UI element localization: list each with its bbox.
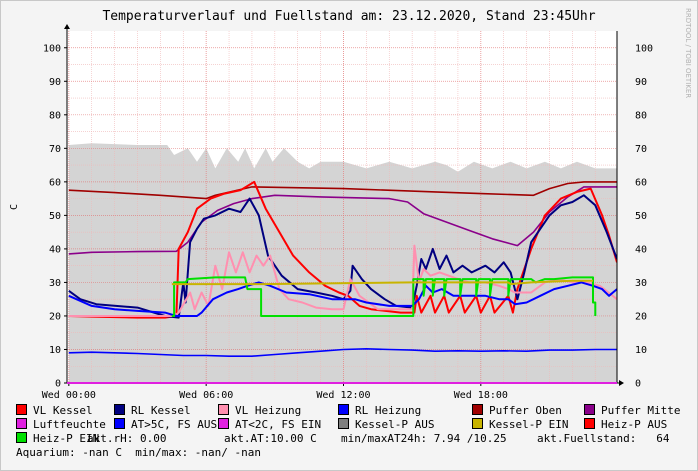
- legend-label: AT>5C, FS AUS: [131, 418, 218, 431]
- legend-swatch: [16, 418, 27, 429]
- y-tick-label-right: 100: [635, 43, 653, 54]
- y-tick-label-right: 30: [635, 278, 647, 289]
- legend-label: Heiz-P AUS: [601, 418, 668, 431]
- legend-swatch: [16, 404, 27, 415]
- y-tick-label-right: 70: [635, 144, 647, 155]
- legend-swatch: [338, 404, 349, 415]
- legend-swatch: [218, 404, 229, 415]
- legend-item: Luftfeuchte: [16, 418, 106, 431]
- y-tick-label-left: 90: [49, 77, 61, 88]
- y-axis-label: C: [9, 204, 20, 210]
- legend-item: VL Kessel: [16, 404, 93, 417]
- info-minmax: min/maxAT24h: 7.94 /10.25: [341, 432, 507, 445]
- y-tick-label-left: 100: [43, 43, 61, 54]
- legend-item: AT>5C, FS AUS: [114, 418, 217, 431]
- series-line-vl-heizung: [68, 244, 617, 317]
- info-humidity: akt.rH: 0.00: [87, 432, 167, 445]
- legend-swatch: [472, 404, 483, 415]
- legend-label: AT<2C, FS EIN: [235, 418, 322, 431]
- legend-swatch: [584, 404, 595, 415]
- y-tick-label-left: 10: [49, 345, 61, 356]
- legend-item: AT<2C, FS EIN: [218, 418, 321, 431]
- legend-item: Puffer Oben: [472, 404, 562, 417]
- info-fuellstand: akt.Fuellstand: 64: [537, 432, 670, 445]
- legend-swatch: [114, 404, 125, 415]
- series-line-kessel-p-ein: [171, 279, 593, 286]
- legend-label: RL Heizung: [355, 404, 422, 417]
- series-line-at-5c-fs-aus: [68, 347, 617, 358]
- y-tick-label-right: 80: [635, 110, 647, 121]
- legend-label: Puffer Mitte: [601, 404, 681, 417]
- humidity-area: [68, 143, 617, 383]
- legend-item: Kessel-P EIN: [472, 418, 568, 431]
- y-tick-label-left: 30: [49, 278, 61, 289]
- legend: VL Kessel RL Kessel VL Heizung RL Heizung Pu…: [16, 404, 696, 460]
- legend-swatch: [16, 432, 27, 443]
- legend-label: Puffer Oben: [489, 404, 562, 417]
- legend-row-4: Aquarium: -nan C min/max: -nan/ -nan: [16, 446, 696, 460]
- y-tick-label-left: 50: [49, 211, 61, 222]
- legend-item: RL Heizung: [338, 404, 421, 417]
- y-tick-label-left: 0: [55, 379, 61, 390]
- legend-item: Heiz-P AUS: [584, 418, 667, 431]
- legend-item: Heiz-P EIN: [16, 432, 99, 445]
- legend-swatch: [584, 418, 595, 429]
- legend-row-1: VL Kessel RL Kessel VL Heizung RL Heizung Pu…: [16, 404, 696, 418]
- y-tick-label-left: 40: [49, 244, 61, 255]
- legend-label: Kessel-P AUS: [355, 418, 435, 431]
- legend-swatch: [472, 418, 483, 429]
- legend-swatch: [114, 418, 125, 429]
- x-tick-label: Wed 12:00: [316, 390, 370, 400]
- legend-label: Kessel-P EIN: [489, 418, 569, 431]
- legend-swatch: [338, 418, 349, 429]
- y-tick-label-right: 10: [635, 345, 647, 356]
- legend-label: RL Kessel: [131, 404, 191, 417]
- y-tick-label-right: 60: [635, 177, 647, 188]
- legend-label: Luftfeuchte: [33, 418, 106, 431]
- y-tick-label-left: 60: [49, 177, 61, 188]
- legend-row-2: Luftfeuchte AT>5C, FS AUS AT<2C, FS EIN Kes…: [16, 418, 696, 432]
- y-tick-label-left: 80: [49, 110, 61, 121]
- y-tick-label-left: 70: [49, 144, 61, 155]
- chart-svg: 0 0 10 10 20 20 30 30 40 40 50 50 60 60 70 70 80 80 90 90 10…: [9, 24, 653, 400]
- info-outdoor-temp: akt.AT:10.00 C: [224, 432, 317, 445]
- series-line-rl-kessel: [68, 194, 617, 319]
- y-tick-label-left: 20: [49, 311, 61, 322]
- legend-swatch: [218, 418, 229, 429]
- x-tick-label: Wed 00:00: [42, 390, 96, 400]
- series-line-puffer-oben: [68, 181, 617, 200]
- x-tick-label: Wed 06:00: [179, 390, 233, 400]
- y-tick-label-right: 0: [635, 379, 641, 390]
- legend-row-3: akt.rH: 0.00 akt.AT:10.00 C min/maxAT24h…: [16, 432, 696, 446]
- y-tick-label-right: 50: [635, 211, 647, 222]
- x-axis-arrow: [619, 380, 624, 386]
- y-tick-label-right: 90: [635, 77, 647, 88]
- x-tick-label: Wed 18:00: [454, 390, 508, 400]
- chart-title: Temperaturverlauf und Fuellstand am: 23.…: [102, 9, 596, 24]
- legend-item: Puffer Mitte: [584, 404, 680, 417]
- legend-item: Kessel-P AUS: [338, 418, 434, 431]
- legend-label: VL Heizung: [235, 404, 302, 417]
- y-tick-label-right: 40: [635, 244, 647, 255]
- series-line-puffer-mitte: [68, 186, 617, 255]
- info-aquarium: Aquarium: -nan C min/max: -nan/ -nan: [16, 446, 262, 459]
- legend-item: RL Kessel: [114, 404, 191, 417]
- legend-label: VL Kessel: [33, 404, 93, 417]
- y-tick-label-right: 20: [635, 311, 647, 322]
- y-axis-arrow: [64, 24, 70, 29]
- legend-item: VL Heizung: [218, 404, 301, 417]
- legend-label: Heiz-P EIN: [33, 432, 100, 445]
- series-line-rl-heizung: [68, 281, 617, 317]
